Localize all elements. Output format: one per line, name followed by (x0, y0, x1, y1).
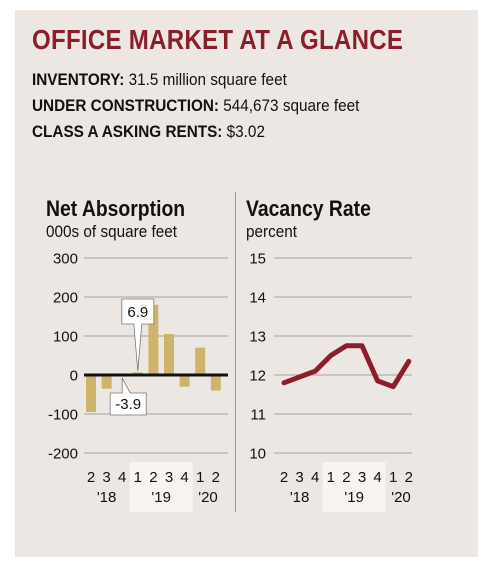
stat-value: $3.02 (226, 122, 265, 141)
x-tick-label: 2 (87, 469, 95, 486)
x-tick-label: 1 (134, 469, 142, 486)
chart-divider (235, 192, 236, 512)
stat-value: 31.5 million square feet (128, 70, 287, 89)
bar (148, 304, 159, 375)
stat-label: CLASS A ASKING RENTS: (32, 122, 223, 141)
vacancy-series-line (281, 343, 412, 390)
y-tick-label: -100 (48, 407, 78, 424)
x-tick-label: 2 (405, 469, 413, 486)
x-tick-label: 1 (196, 469, 204, 486)
x-tick-label: 4 (311, 469, 319, 486)
vacancy-chart-title: Vacancy Rate (246, 196, 371, 221)
vacancy-chart-subtitle: percent (246, 222, 298, 241)
absorption-chart-subtitle: 000s of square feet (46, 222, 177, 241)
stat-under-construction: UNDER CONSTRUCTION: 544,673 square feet (32, 96, 359, 116)
x-tick-label: 2 (149, 469, 157, 486)
x-tick-label: 3 (102, 469, 110, 486)
y-tick-label: 11 (250, 407, 266, 424)
y-tick-label: 13 (249, 329, 266, 346)
bar (86, 375, 96, 413)
annotation-label: -3.9 (115, 396, 141, 413)
y-tick-label: 100 (53, 329, 78, 346)
stat-value: 544,673 square feet (223, 96, 360, 115)
year-highlight-band (129, 462, 193, 512)
x-tick-label: 3 (358, 469, 366, 486)
bar (179, 375, 190, 387)
annotation-label: 6.9 (127, 304, 148, 321)
year-highlight-band (322, 462, 386, 512)
bar (101, 375, 112, 389)
bar (164, 334, 174, 375)
y-tick-label: 0 (70, 368, 78, 385)
absorption-chart-title: Net Absorption (46, 196, 186, 221)
y-tick-label: 12 (249, 368, 266, 385)
x-year-label: '20 (391, 489, 411, 506)
x-year-label: '20 (198, 489, 218, 506)
stat-label: UNDER CONSTRUCTION: (32, 96, 220, 115)
x-tick-label: 4 (118, 469, 126, 486)
x-tick-label: 4 (180, 469, 188, 486)
y-tick-label: 15 (249, 251, 266, 268)
page-title: OFFICE MARKET AT A GLANCE (32, 24, 404, 55)
x-tick-label: 4 (373, 469, 381, 486)
annotation-callout (121, 298, 155, 372)
x-tick-label: 3 (295, 469, 303, 486)
x-tick-label: 2 (280, 469, 288, 486)
x-year-label: '18 (290, 489, 310, 506)
stat-label: INVENTORY: (32, 70, 125, 89)
x-year-label: '19 (151, 489, 171, 506)
x-tick-label: 1 (389, 469, 397, 486)
annotation-callout (109, 377, 147, 416)
stat-inventory: INVENTORY: 31.5 million square feet (32, 70, 287, 90)
y-tick-label: 200 (53, 290, 78, 307)
y-tick-label: 300 (53, 251, 78, 268)
x-year-label: '18 (97, 489, 117, 506)
stat-class-a-rents: CLASS A ASKING RENTS: $3.02 (32, 122, 265, 142)
y-tick-label: 10 (249, 446, 266, 463)
y-tick-label: -200 (48, 446, 78, 463)
x-tick-label: 2 (212, 469, 220, 486)
y-tick-label: 14 (249, 290, 266, 307)
infographic-panel (15, 10, 478, 557)
x-year-label: '19 (344, 489, 364, 506)
x-tick-label: 3 (165, 469, 173, 486)
bar (195, 347, 206, 375)
bar (210, 375, 221, 391)
x-tick-label: 1 (327, 469, 335, 486)
x-tick-label: 2 (342, 469, 350, 486)
